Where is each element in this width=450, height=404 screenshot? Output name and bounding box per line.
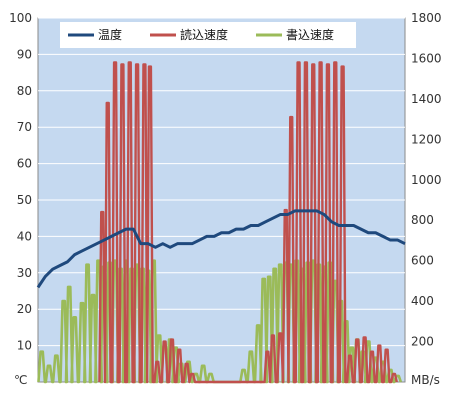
right-tick-label: 800	[411, 213, 434, 227]
left-tick-label: 90	[17, 47, 32, 61]
legend-label-read: 読込速度	[180, 27, 228, 42]
right-tick-label: 1600	[411, 51, 442, 65]
right-tick-label: 1000	[411, 173, 442, 187]
legend-label-temperature: 温度	[98, 27, 122, 42]
right-tick-label: 400	[411, 294, 434, 308]
left-tick-label: 80	[17, 84, 32, 98]
right-tick-label: 1400	[411, 92, 442, 106]
left-tick-label: 50	[17, 193, 32, 207]
left-tick-label: 10	[17, 339, 32, 353]
right-axis: 200 400 600 800 1000 1200 1400 1600 1800	[411, 11, 442, 349]
left-tick-label: 40	[17, 229, 32, 243]
left-axis-unit: ℃	[14, 373, 27, 387]
left-axis: 10 20 30 40 50 60 70 80 90 100	[9, 11, 32, 353]
right-tick-label: 200	[411, 335, 434, 349]
legend: 温度 読込速度 書込速度	[60, 22, 356, 48]
right-tick-label: 1200	[411, 132, 442, 146]
legend-label-write: 書込速度	[286, 27, 334, 42]
right-tick-label: 600	[411, 254, 434, 268]
right-tick-label: 1800	[411, 11, 442, 25]
left-tick-label: 60	[17, 157, 32, 171]
left-tick-label: 30	[17, 266, 32, 280]
left-tick-label: 70	[17, 120, 32, 134]
left-tick-label: 100	[9, 11, 32, 25]
left-tick-label: 20	[17, 302, 32, 316]
right-axis-unit: MB/s	[411, 373, 440, 387]
